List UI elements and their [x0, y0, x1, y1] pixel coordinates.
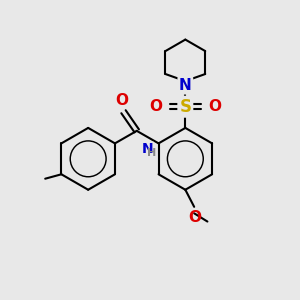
Text: O: O	[188, 210, 201, 225]
Text: H: H	[147, 148, 156, 158]
Text: S: S	[179, 98, 191, 116]
Text: O: O	[208, 99, 221, 114]
Text: N: N	[179, 78, 192, 93]
Text: N: N	[142, 142, 154, 156]
Text: O: O	[150, 99, 163, 114]
Text: O: O	[116, 93, 128, 108]
